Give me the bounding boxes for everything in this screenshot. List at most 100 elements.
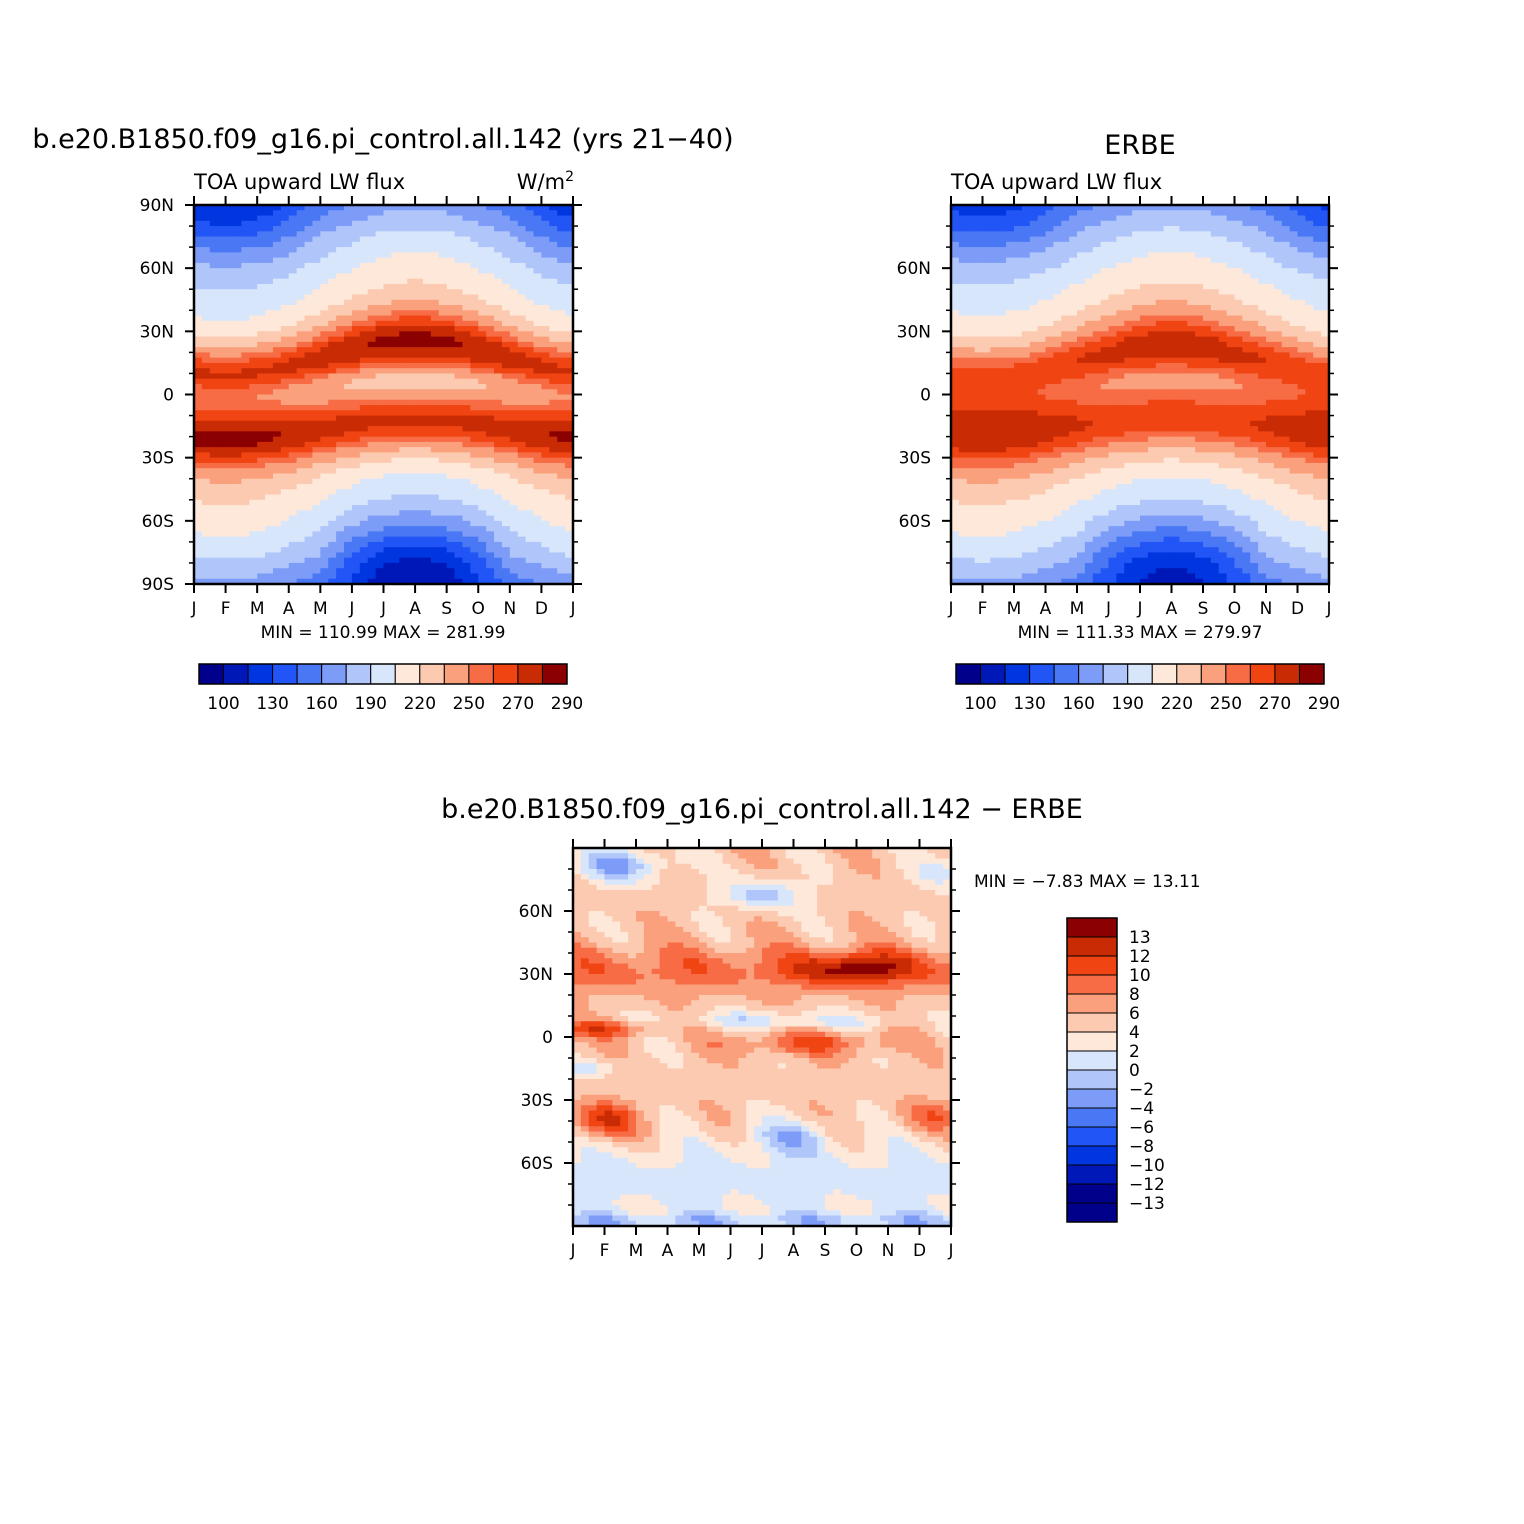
- field-cell: [557, 510, 566, 517]
- field-cell: [533, 299, 543, 306]
- field-cell: [982, 320, 991, 327]
- field-cell: [1037, 357, 1047, 364]
- field-cell: [257, 368, 266, 375]
- field-cell: [257, 310, 266, 317]
- field-cell: [201, 483, 211, 490]
- field-cell: [344, 315, 353, 322]
- field-cell: [998, 252, 1007, 259]
- field-cell: [533, 220, 543, 227]
- field-cell: [525, 557, 535, 564]
- field-cell: [344, 531, 353, 538]
- field-cell: [501, 457, 511, 464]
- field-cell: [312, 531, 321, 538]
- field-cell: [288, 210, 298, 217]
- field-cell: [209, 326, 219, 332]
- field-cell: [565, 283, 574, 290]
- field-cell: [1053, 247, 1062, 253]
- field-cell: [391, 478, 400, 485]
- field-cell: [351, 536, 361, 543]
- field-cell: [966, 283, 976, 290]
- field-cell: [1037, 547, 1047, 554]
- field-cell: [533, 273, 543, 280]
- field-cell: [272, 226, 282, 232]
- field-cell: [225, 431, 235, 438]
- field-cell: [194, 431, 203, 438]
- field-cell: [454, 562, 464, 569]
- field-cell: [336, 510, 345, 517]
- field-cell: [990, 468, 999, 475]
- field-cell: [486, 210, 495, 217]
- field-cell: [288, 468, 298, 475]
- field-cell: [438, 262, 448, 269]
- field-cell: [990, 557, 999, 564]
- field-cell: [470, 205, 479, 211]
- field-cell: [399, 378, 408, 385]
- field-cell: [1061, 315, 1070, 322]
- field-cell: [549, 515, 558, 522]
- field-cell: [1092, 247, 1102, 253]
- field-cell: [422, 352, 432, 359]
- field-cell: [320, 294, 329, 301]
- field-cell: [470, 536, 479, 543]
- field-cell: [517, 526, 527, 532]
- field-cell: [541, 447, 550, 453]
- field-cell: [367, 326, 377, 332]
- field-cell: [549, 447, 558, 453]
- field-cell: [1069, 205, 1078, 211]
- field-cell: [280, 289, 290, 296]
- field-cell: [312, 447, 321, 453]
- field-cell: [1061, 294, 1070, 301]
- field-cell: [486, 520, 495, 527]
- field-cell: [509, 283, 519, 290]
- field-cell: [509, 526, 519, 532]
- field-cell: [351, 441, 361, 448]
- field-cell: [1014, 457, 1023, 464]
- field-cell: [509, 268, 519, 275]
- field-cell: [391, 310, 400, 317]
- field-cell: [225, 399, 235, 406]
- field-cell: [501, 268, 511, 275]
- field-cell: [359, 547, 369, 554]
- field-cell: [288, 352, 298, 359]
- field-cell: [359, 357, 369, 364]
- field-cell: [217, 394, 227, 401]
- field-cell: [304, 362, 314, 369]
- field-cell: [438, 499, 448, 506]
- field-cell: [1100, 331, 1110, 338]
- field-cell: [541, 383, 550, 390]
- field-cell: [557, 220, 566, 227]
- field-cell: [1100, 326, 1110, 332]
- field-cell: [1045, 299, 1054, 306]
- field-cell: [462, 326, 471, 332]
- field-cell: [288, 273, 298, 280]
- field-cell: [383, 420, 392, 427]
- field-cell: [478, 252, 487, 259]
- field-cell: [982, 531, 991, 538]
- field-cell: [446, 310, 456, 317]
- field-cell: [1077, 231, 1086, 238]
- field-cell: [549, 226, 558, 232]
- field-cell: [438, 536, 448, 543]
- field-cell: [375, 568, 385, 575]
- field-cell: [1014, 473, 1023, 480]
- field-cell: [1053, 294, 1062, 301]
- field-cell: [201, 283, 211, 290]
- field-cell: [407, 357, 416, 364]
- field-cell: [990, 515, 999, 522]
- field-cell: [296, 436, 306, 443]
- field-cell: [1006, 289, 1015, 296]
- field-cell: [328, 568, 337, 575]
- field-cell: [982, 494, 991, 501]
- field-cell: [1092, 241, 1102, 248]
- field-cell: [998, 436, 1007, 443]
- field-cell: [415, 541, 424, 548]
- field-cell: [328, 462, 337, 469]
- field-cell: [296, 515, 306, 522]
- field-cell: [257, 452, 266, 459]
- field-cell: [415, 452, 424, 459]
- field-cell: [344, 289, 353, 296]
- field-cell: [1100, 347, 1110, 353]
- field-cell: [1069, 468, 1078, 475]
- field-cell: [241, 526, 250, 532]
- field-cell: [430, 310, 440, 317]
